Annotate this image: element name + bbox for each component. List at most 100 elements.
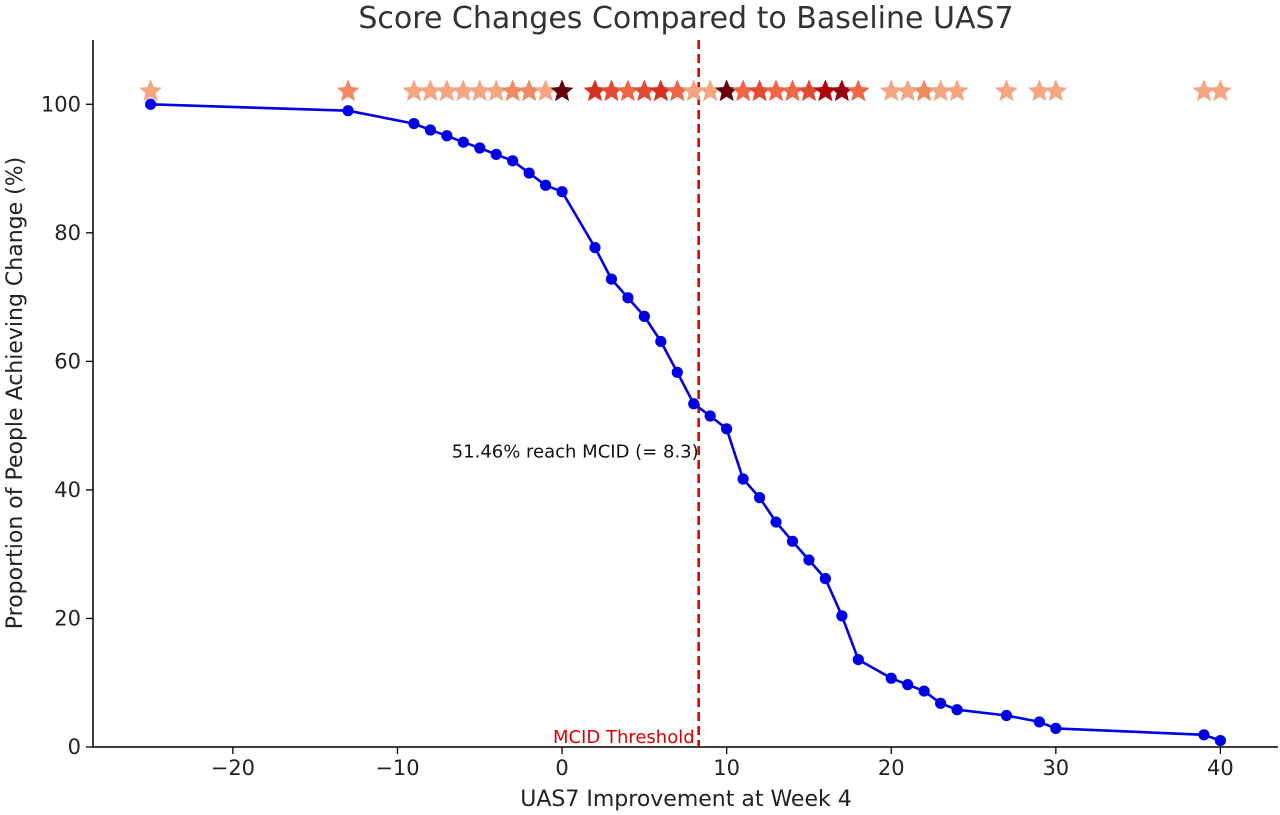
star-marker: [583, 79, 607, 102]
star-marker: [600, 79, 623, 102]
data-point: [589, 242, 601, 254]
star-marker: [632, 79, 656, 102]
data-point: [556, 186, 568, 198]
star-marker: [1044, 79, 1068, 102]
x-tick-label: 20: [878, 756, 905, 780]
y-tick-label: 80: [54, 221, 81, 245]
data-point: [408, 117, 420, 130]
star-marker: [846, 79, 870, 102]
star-marker: [665, 79, 689, 102]
star-marker: [830, 79, 854, 102]
data-point: [1214, 734, 1226, 747]
star-marker: [814, 79, 837, 102]
star-marker: [501, 79, 525, 102]
star-marker: [748, 79, 771, 102]
y-tick-label: 100: [41, 92, 81, 116]
star-marker: [1192, 79, 1216, 102]
star-marker: [649, 79, 673, 102]
series-line: [145, 98, 1226, 747]
data-point: [424, 124, 436, 136]
data-point: [852, 653, 864, 666]
data-point: [704, 410, 716, 422]
star-marker: [698, 79, 722, 102]
data-point: [688, 398, 700, 410]
star-marker: [995, 79, 1018, 102]
data-point: [457, 136, 469, 148]
x-tick-label: 30: [1042, 756, 1069, 780]
star-marker: [534, 79, 557, 102]
data-point: [523, 167, 535, 179]
data-point: [1000, 709, 1013, 722]
x-tick-label: 40: [1207, 756, 1234, 780]
data-point: [770, 516, 782, 528]
data-point: [540, 179, 552, 191]
star-marker: [517, 79, 541, 102]
star-marker: [616, 79, 640, 102]
x-tick-label: 10: [713, 756, 740, 780]
data-point: [902, 679, 914, 691]
data-point: [342, 105, 354, 117]
data-point: [803, 554, 815, 566]
x-tick-label: −10: [375, 756, 419, 780]
star-marker: [945, 79, 969, 102]
mcid-annotation: 51.46% reach MCID (= 8.3): [452, 441, 699, 462]
star-marker: [682, 79, 706, 102]
star-marker: [764, 79, 788, 102]
star-marker: [912, 79, 936, 102]
x-tick-label: 0: [555, 756, 568, 780]
star-marker: [879, 79, 903, 102]
star-marker: [484, 79, 508, 102]
axes: [92, 40, 1278, 748]
data-point: [1033, 716, 1045, 728]
star-marker: [797, 79, 821, 102]
star-marker: [1027, 79, 1051, 102]
data-point: [918, 685, 930, 697]
star-marker: [781, 79, 804, 102]
data-point: [671, 366, 683, 378]
threshold-label: MCID Threshold: [553, 727, 695, 748]
data-point: [721, 423, 733, 435]
star-marker: [139, 79, 162, 102]
x-tick-label: −20: [211, 756, 255, 780]
star-marker: [550, 79, 574, 102]
data-point: [819, 573, 831, 585]
data-point: [638, 310, 650, 322]
star-markers: [139, 79, 1232, 102]
data-point: [145, 98, 157, 110]
data-point: [507, 155, 519, 167]
chart-title: Score Changes Compared to Baseline UAS7: [358, 1, 1013, 36]
star-marker: [731, 79, 755, 102]
series-polyline: [150, 103, 1221, 742]
data-point: [490, 148, 502, 161]
star-marker: [715, 79, 739, 102]
data-point: [655, 335, 667, 348]
x-axis-label: UAS7 Improvement at Week 4: [520, 787, 851, 812]
data-point: [885, 672, 897, 684]
star-marker: [419, 79, 442, 102]
data-point: [786, 535, 799, 547]
y-tick-label: 60: [54, 349, 81, 373]
ticks: −20 −10 0 10 20 30 40 0 20 40 60 80 100: [41, 92, 1234, 780]
data-point: [753, 492, 766, 504]
data-point: [1050, 722, 1062, 734]
data-point: [737, 473, 749, 485]
data-point: [474, 142, 486, 154]
y-tick-label: 20: [54, 606, 81, 630]
data-point: [605, 273, 618, 285]
y-tick-label: 0: [68, 735, 81, 759]
y-axis-label: Proportion of People Achieving Change (%…: [3, 157, 28, 629]
star-marker: [468, 79, 492, 102]
star-marker: [402, 79, 426, 102]
data-point: [935, 697, 947, 709]
data-point: [622, 292, 634, 304]
star-marker: [929, 79, 952, 102]
y-tick-label: 40: [54, 478, 81, 502]
data-point: [836, 610, 848, 622]
star-marker: [896, 79, 920, 102]
star-marker: [435, 79, 459, 102]
data-point: [951, 704, 963, 716]
star-marker: [451, 79, 475, 102]
star-marker: [336, 79, 360, 102]
star-marker: [1209, 79, 1232, 102]
